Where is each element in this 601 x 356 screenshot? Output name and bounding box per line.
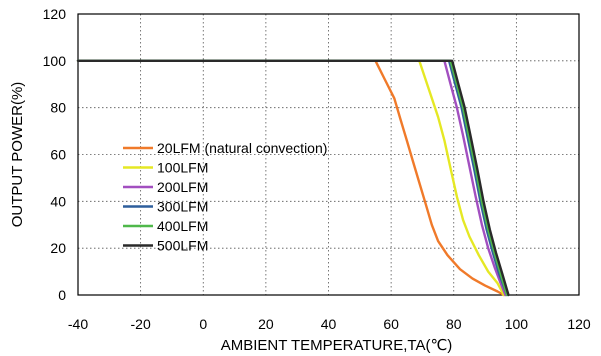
y-tick-label: 40 [50, 193, 66, 209]
x-tick-label: 120 [567, 316, 591, 332]
legend-label: 20LFM (natural convection) [157, 140, 327, 156]
x-axis-title: AMBIENT TEMPERATURE,TA(℃) [221, 337, 453, 354]
series-line [76, 59, 505, 297]
y-tick-label: 120 [43, 6, 67, 22]
grid-lines [78, 14, 579, 295]
series-line [76, 59, 509, 297]
x-tick-label: 40 [321, 316, 337, 332]
legend-label: 400LFM [157, 218, 208, 234]
legend: 20LFM (natural convection) 100LFM 200LFM 30… [123, 140, 327, 254]
legend-label: 300LFM [157, 199, 208, 215]
x-tick-label: 20 [258, 316, 274, 332]
x-tick-label: -20 [131, 316, 151, 332]
series-line [76, 59, 509, 297]
x-tick-label: 60 [383, 316, 399, 332]
x-tick-label: 0 [199, 316, 207, 332]
x-tick-label: -40 [68, 316, 88, 332]
y-tick-label: 20 [50, 240, 66, 256]
y-tick-label: 100 [43, 53, 67, 69]
legend-label: 200LFM [157, 179, 208, 195]
x-tick-label: 80 [446, 316, 462, 332]
series-line [76, 59, 510, 297]
x-tick-label: 100 [505, 316, 529, 332]
y-tick-label: 60 [50, 147, 66, 163]
series-line [76, 59, 505, 297]
series-lines [76, 59, 510, 297]
y-axis-ticks: 0 20 40 60 80 100 120 [43, 6, 67, 303]
series-line [76, 59, 507, 297]
y-axis-title: OUTPUT POWER(%) [9, 82, 26, 228]
plot-area-frame [77, 13, 580, 296]
legend-label: 500LFM [157, 238, 208, 254]
x-axis-ticks: -40 -20 0 20 40 60 80 100 120 [68, 316, 591, 332]
y-tick-label: 0 [58, 287, 66, 303]
y-tick-label: 80 [50, 100, 66, 116]
legend-label: 100LFM [157, 160, 208, 176]
